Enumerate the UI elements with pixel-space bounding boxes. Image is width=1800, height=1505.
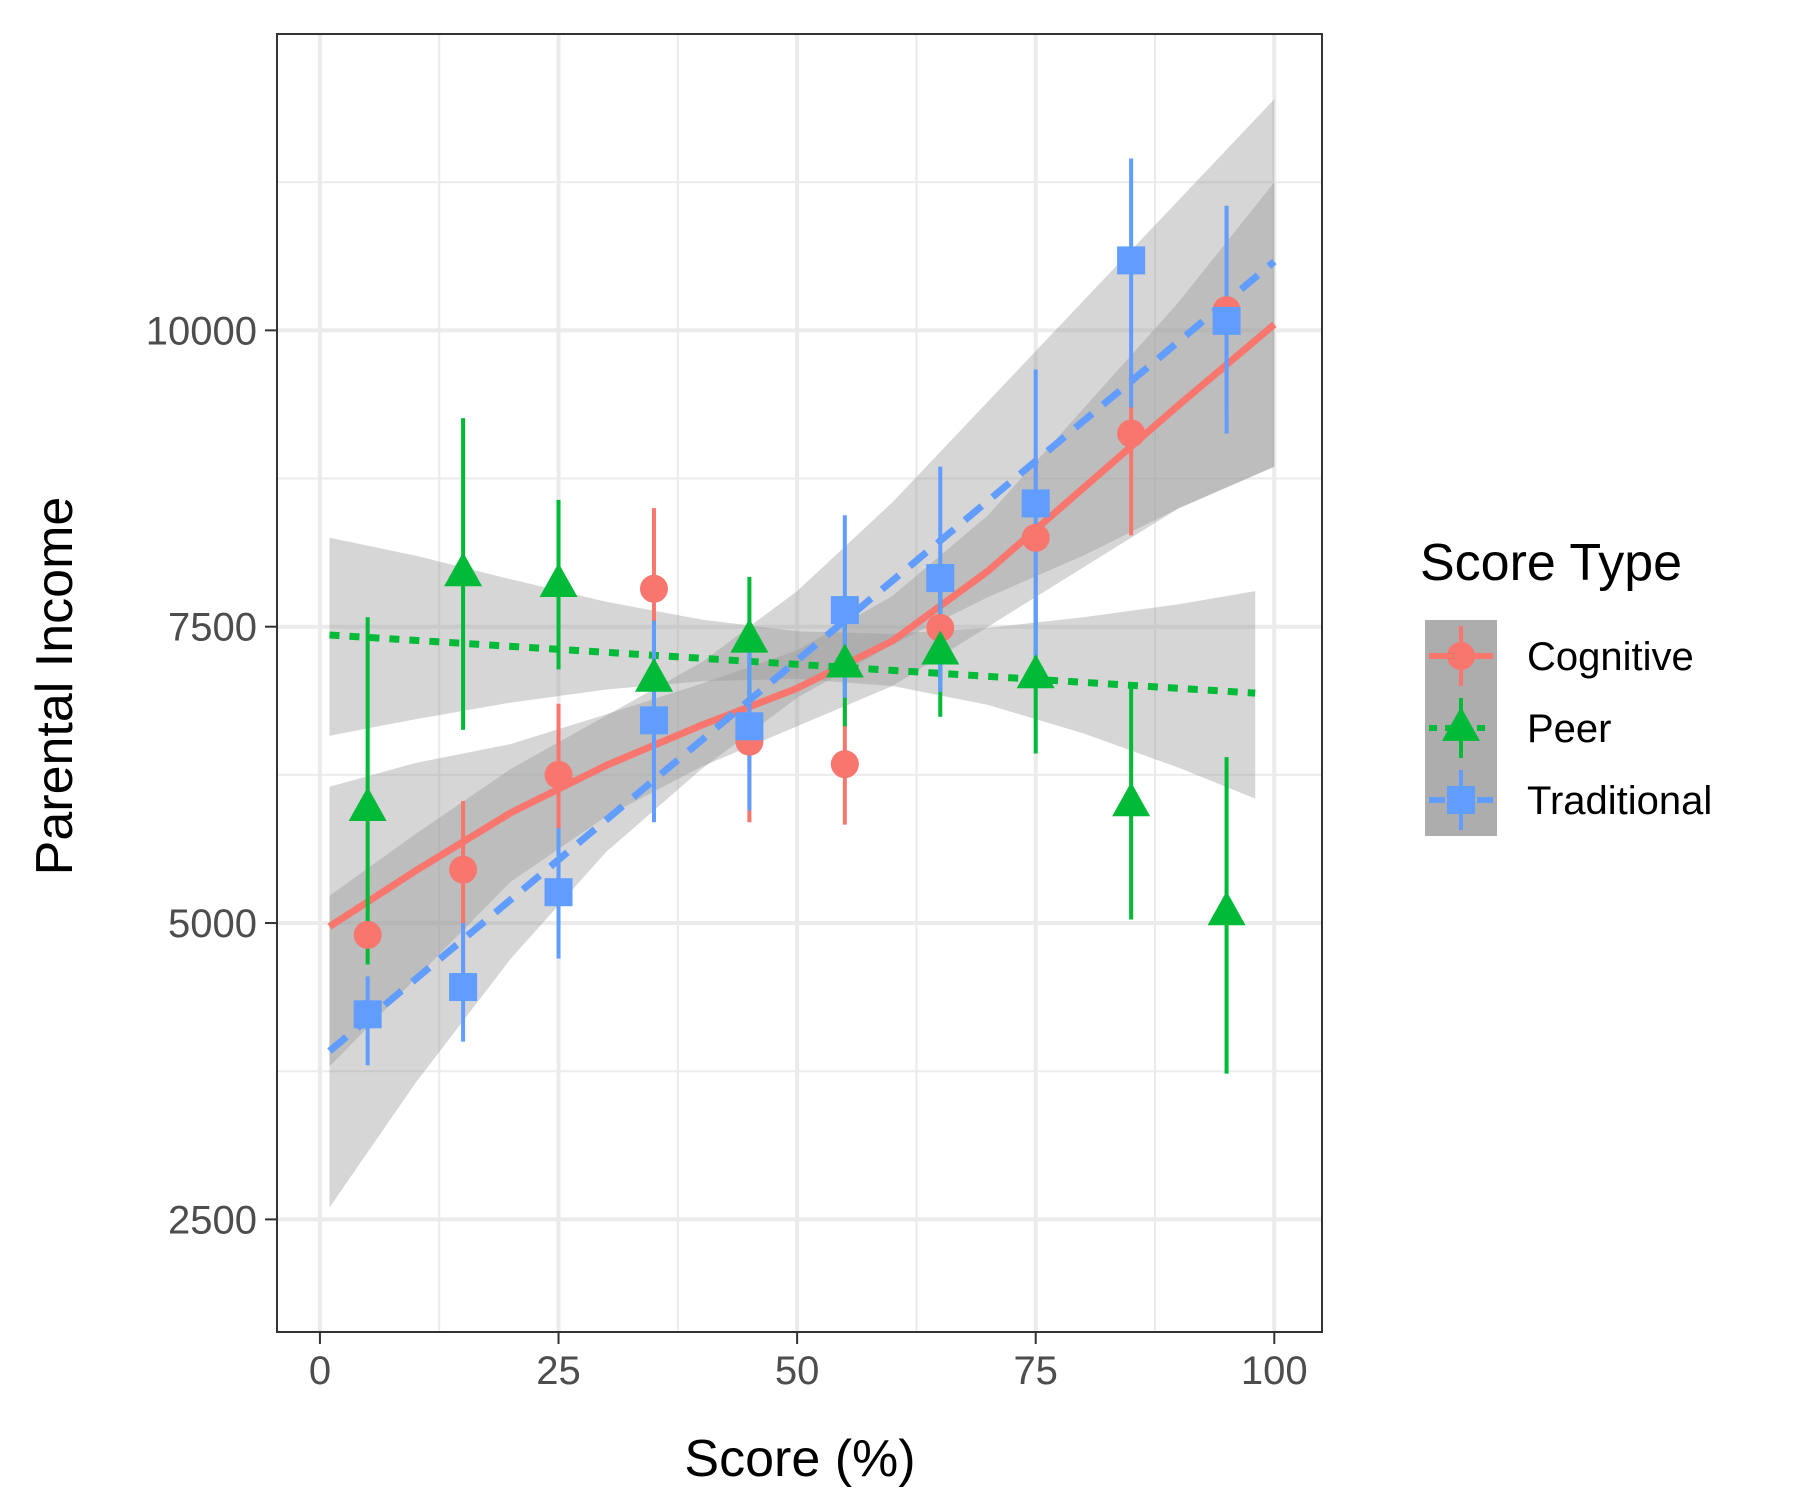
- data-point-cognitive: [639, 574, 668, 603]
- data-point-traditional: [1117, 246, 1146, 275]
- plot-panel-border: [276, 33, 1323, 1333]
- legend-item-cognitive: Cognitive: [1425, 620, 1694, 692]
- data-point-peer: [444, 552, 483, 587]
- data-point-cognitive: [449, 855, 478, 884]
- grid: [277, 34, 1322, 1332]
- data-point-peer: [348, 786, 387, 821]
- x-tick-label: 25: [536, 1349, 581, 1393]
- data-points: [348, 246, 1246, 1029]
- fit-line-traditional: [327, 258, 1277, 1054]
- legend-label: Cognitive: [1527, 635, 1694, 679]
- data-point-cognitive: [1117, 419, 1146, 448]
- data-point-peer: [1207, 891, 1246, 926]
- y-tick-label: 2500: [168, 1198, 257, 1242]
- legend-item-peer: Peer: [1425, 692, 1612, 764]
- fit-lines: [327, 258, 1277, 1054]
- axis-ticks: 0 25 50 75 100 2500 5000 7500 10000: [146, 309, 1308, 1393]
- data-point-traditional: [830, 596, 859, 625]
- x-tick-label: 50: [775, 1349, 820, 1393]
- data-point-traditional: [639, 706, 668, 735]
- y-tick-label: 7500: [168, 606, 257, 650]
- legend-key-marker: [1447, 642, 1475, 670]
- y-tick-label: 5000: [168, 902, 257, 946]
- data-point-cognitive: [544, 760, 573, 789]
- y-tick-label: 10000: [146, 309, 257, 353]
- legend-key-marker: [1447, 786, 1475, 814]
- data-point-traditional: [1212, 306, 1241, 335]
- x-axis-title: Score (%): [684, 1430, 915, 1488]
- data-point-peer: [1016, 654, 1055, 689]
- x-tick-label: 100: [1241, 1349, 1308, 1393]
- data-point-peer: [634, 657, 673, 692]
- data-point-peer: [921, 630, 960, 665]
- data-point-traditional: [735, 712, 764, 741]
- fit-line-peer: [329, 631, 1256, 697]
- x-tick-label: 75: [1013, 1349, 1058, 1393]
- data-point-cognitive: [926, 613, 955, 642]
- y-axis-title: Parental Income: [26, 497, 84, 876]
- data-point-cognitive: [1021, 523, 1050, 552]
- legend-label: Peer: [1527, 707, 1612, 751]
- legend-item-traditional: Traditional: [1425, 764, 1712, 836]
- data-point-traditional: [1021, 489, 1050, 518]
- data-point-peer: [825, 643, 864, 678]
- data-point-peer: [539, 562, 578, 597]
- data-point-traditional: [926, 564, 955, 593]
- legend-label: Traditional: [1527, 779, 1712, 823]
- legend-key-marker: [1442, 706, 1480, 741]
- data-point-traditional: [449, 973, 478, 1002]
- data-point-peer: [1112, 782, 1151, 817]
- confidence-band-peer: [329, 537, 1256, 799]
- data-point-traditional: [353, 1000, 382, 1029]
- legend-title: Score Type: [1420, 534, 1682, 592]
- data-point-traditional: [544, 878, 573, 907]
- data-point-cognitive: [830, 750, 859, 779]
- data-point-peer: [730, 618, 769, 653]
- fit-line-cognitive: [327, 321, 1277, 930]
- data-point-cognitive: [353, 920, 382, 949]
- x-tick-label: 0: [309, 1349, 331, 1393]
- legend: Score Type Cognitive Peer Traditional: [1420, 534, 1712, 836]
